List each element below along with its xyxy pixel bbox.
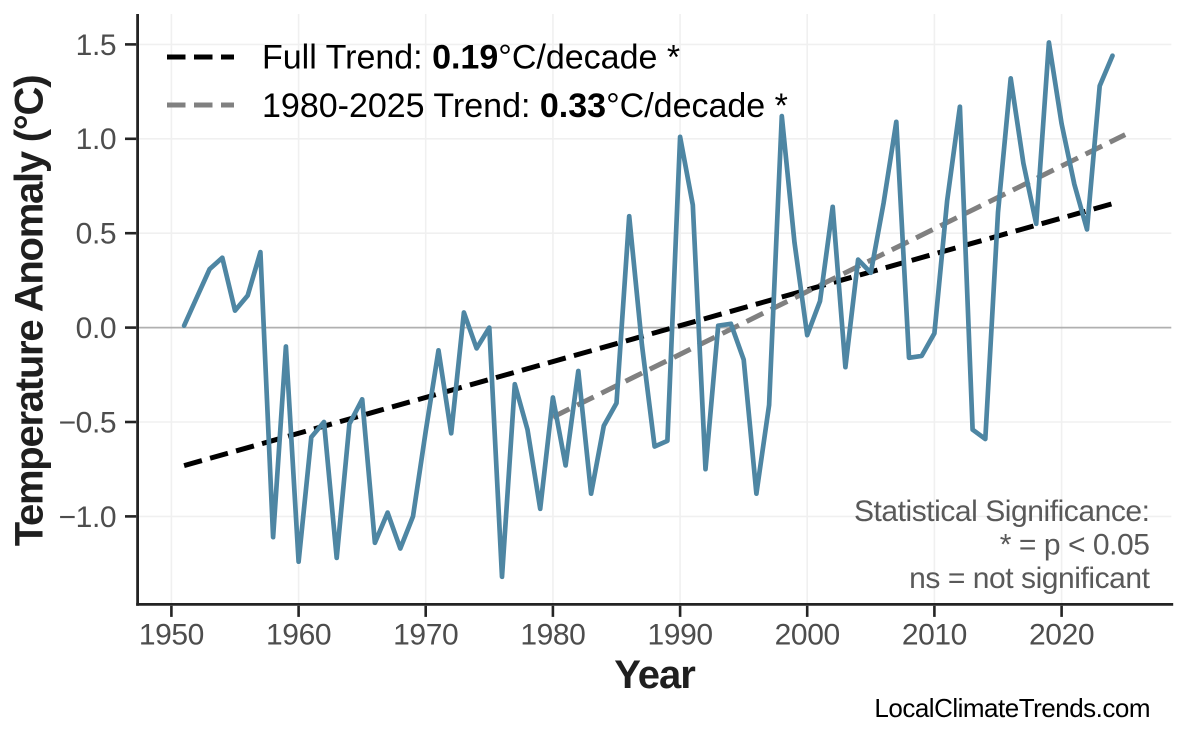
svg-text:2020: 2020 bbox=[1029, 618, 1094, 651]
svg-text:ns = not significant: ns = not significant bbox=[909, 562, 1150, 595]
svg-text:−1.0: −1.0 bbox=[59, 501, 117, 534]
svg-text:−0.5: −0.5 bbox=[59, 406, 117, 439]
svg-text:LocalClimateTrends.com: LocalClimateTrends.com bbox=[874, 693, 1150, 723]
svg-text:0.0: 0.0 bbox=[76, 312, 117, 345]
svg-text:1970: 1970 bbox=[393, 618, 458, 651]
svg-text:* = p < 0.05: * = p < 0.05 bbox=[1000, 528, 1150, 561]
svg-text:2000: 2000 bbox=[775, 618, 840, 651]
svg-text:1.0: 1.0 bbox=[76, 123, 117, 156]
svg-text:Statistical Significance:: Statistical Significance: bbox=[854, 495, 1150, 528]
svg-text:Year: Year bbox=[614, 653, 695, 697]
svg-text:0.5: 0.5 bbox=[76, 218, 117, 251]
svg-text:1960: 1960 bbox=[266, 618, 331, 651]
svg-text:1990: 1990 bbox=[648, 618, 713, 651]
svg-text:1980: 1980 bbox=[520, 618, 585, 651]
svg-text:2010: 2010 bbox=[902, 618, 967, 651]
svg-text:1950: 1950 bbox=[139, 618, 204, 651]
svg-text:Temperature Anomaly (°C): Temperature Anomaly (°C) bbox=[8, 76, 52, 547]
svg-text:Full Trend: 0.19°C/decade *: Full Trend: 0.19°C/decade * bbox=[262, 39, 680, 77]
svg-text:1.5: 1.5 bbox=[76, 29, 117, 62]
svg-text:1980-2025 Trend: 0.33°C/decade: 1980-2025 Trend: 0.33°C/decade * bbox=[262, 87, 788, 125]
